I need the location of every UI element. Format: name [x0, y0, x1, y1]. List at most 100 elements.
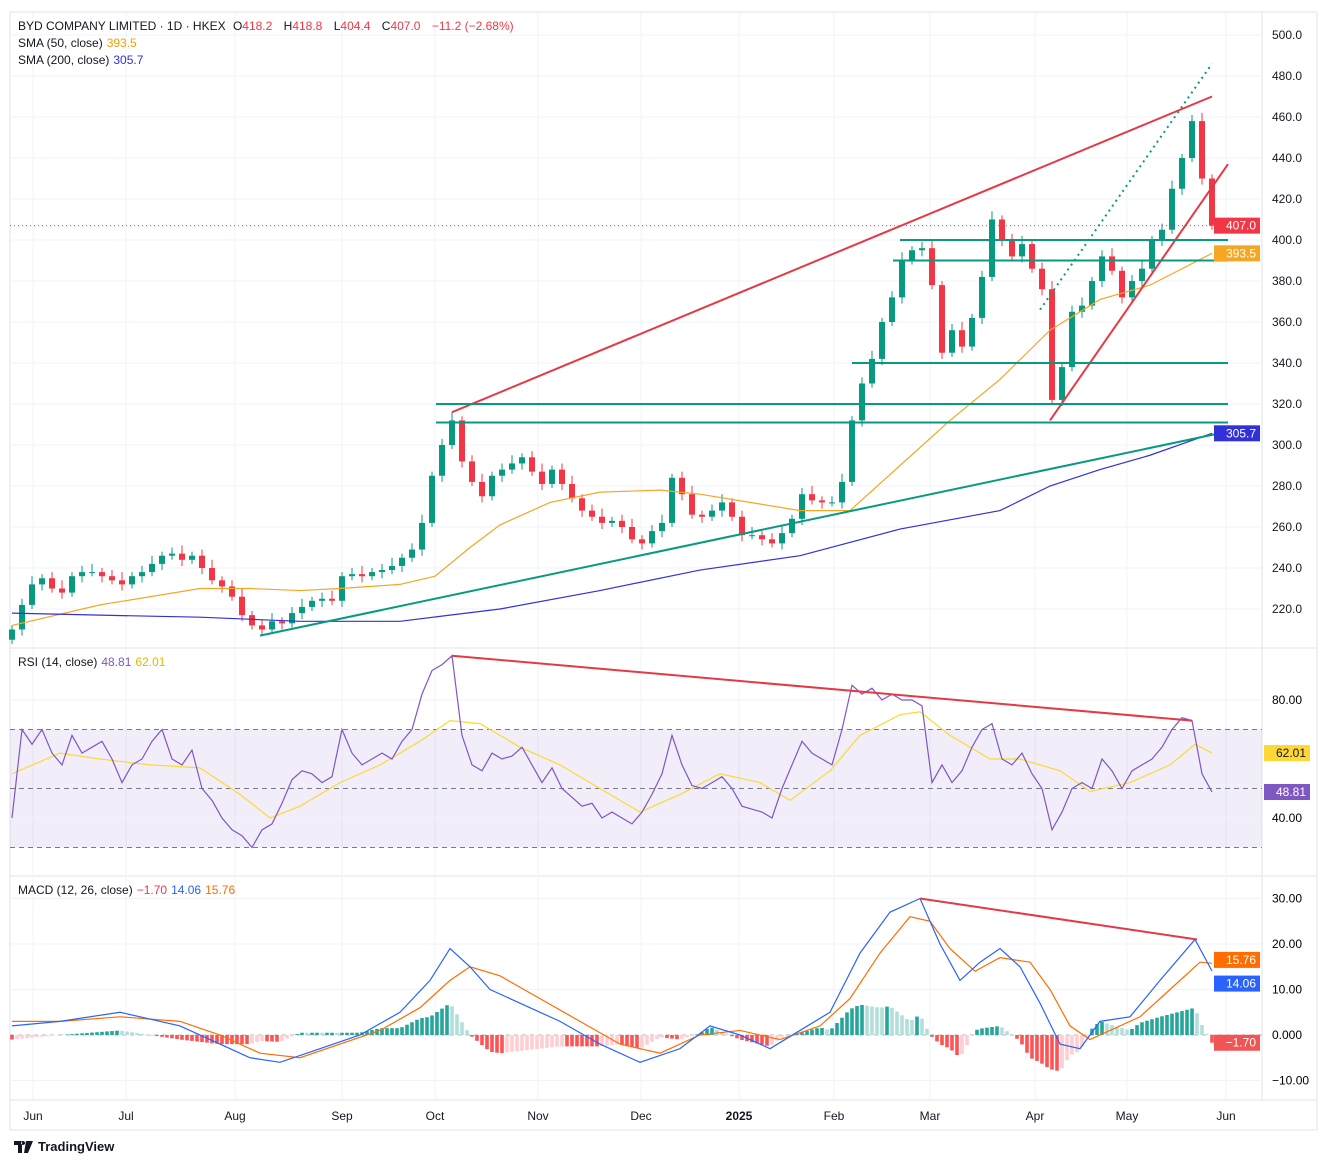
macd-histogram-bar	[1055, 1035, 1059, 1071]
macd-histogram-bar	[980, 1028, 984, 1035]
macd-histogram-bar	[935, 1035, 939, 1042]
macd-value-tag: 14.06	[1226, 977, 1256, 991]
sma50-legend[interactable]: SMA (50, close) 393.5	[18, 36, 141, 50]
macd-histogram-bar	[30, 1035, 34, 1038]
macd-histogram-bar	[930, 1035, 934, 1037]
candle-down	[809, 494, 815, 501]
macd-histogram-bar	[820, 1028, 824, 1035]
candle-up	[379, 570, 385, 573]
macd-histogram-bar	[355, 1032, 359, 1035]
rsi-legend[interactable]: RSI (14, close) 48.81 62.01	[18, 655, 169, 669]
x-tick-label: Jul	[118, 1109, 133, 1123]
candle-down	[639, 539, 645, 544]
macd-histogram-bar	[465, 1030, 469, 1035]
macd-histogram-bar	[910, 1019, 914, 1035]
macd-histogram-bar	[1125, 1029, 1129, 1035]
candle-down	[329, 598, 335, 601]
y-tick-label: 380.0	[1272, 274, 1302, 288]
macd-histogram-bar	[485, 1035, 489, 1050]
tradingview-logo[interactable]: TradingView	[14, 1139, 114, 1154]
macd-histogram-bar	[885, 1006, 889, 1035]
candle-up	[449, 420, 455, 445]
candle-up	[269, 621, 275, 630]
candle-up	[1079, 305, 1085, 312]
macd-value-tag-bg	[1214, 1034, 1260, 1051]
macd-histogram-bar	[1115, 1026, 1119, 1035]
macd-histogram-bar	[870, 1006, 874, 1035]
macd-histogram-bar	[230, 1035, 234, 1045]
candle-down	[999, 219, 1005, 240]
x-tick-label: Feb	[824, 1109, 845, 1123]
y-tick-label: 480.0	[1272, 69, 1302, 83]
candle-up	[139, 572, 145, 577]
candle-up	[419, 522, 425, 550]
macd-histogram-bar	[500, 1035, 504, 1053]
macd-histogram-bar	[450, 1006, 454, 1035]
candle-up	[79, 572, 85, 577]
macd-histogram-bar	[725, 1034, 729, 1035]
macd-histogram-bar	[595, 1035, 599, 1047]
y-tick-label: 500.0	[1272, 28, 1302, 42]
macd-histogram-bar	[200, 1035, 204, 1043]
macd-histogram-bar	[1135, 1025, 1139, 1035]
macd-histogram-bar	[510, 1035, 514, 1052]
x-tick-label: Sep	[331, 1109, 353, 1123]
macd-histogram-bar	[1205, 1033, 1209, 1035]
macd-histogram-bar	[655, 1035, 659, 1039]
candle-up	[369, 572, 375, 577]
candle-down	[1119, 270, 1125, 298]
y-tick-label: 220.0	[1272, 602, 1302, 616]
macd-histogram-bar	[865, 1005, 869, 1035]
macd-histogram-bar	[1145, 1020, 1149, 1035]
x-tick-label: Aug	[224, 1109, 245, 1123]
sma200-legend[interactable]: SMA (200, close) 305.7	[18, 53, 147, 67]
candle-down	[1049, 289, 1055, 400]
macd-histogram-bar	[1185, 1009, 1189, 1035]
macd-histogram-bar	[950, 1035, 954, 1051]
macd-histogram-bar	[1060, 1035, 1064, 1069]
price-tag: 305.7	[1226, 426, 1256, 440]
macd-legend[interactable]: MACD (12, 26, close) −1.70 14.06 15.76	[18, 883, 239, 897]
ohlc-high: H418.8	[284, 19, 327, 33]
macd-histogram-bar	[165, 1035, 169, 1038]
ohlc-close: C407.0	[382, 19, 425, 33]
macd-histogram-bar	[10, 1035, 14, 1040]
macd-histogram-bar	[50, 1035, 54, 1036]
macd-histogram-bar	[190, 1035, 194, 1041]
candle-up	[519, 457, 525, 464]
candle-up	[39, 578, 45, 585]
macd-y-tick-label: 30.00	[1272, 892, 1302, 906]
macd-histogram-bar	[695, 1034, 699, 1035]
candle-up	[1169, 188, 1175, 230]
macd-histogram-bar	[1085, 1035, 1089, 1037]
y-tick-label: 260.0	[1272, 520, 1302, 534]
macd-histogram-bar	[720, 1032, 724, 1035]
candle-down	[109, 576, 115, 581]
macd-histogram-bar	[330, 1032, 334, 1035]
macd-histogram-bar	[875, 1007, 879, 1035]
candle-down	[259, 625, 265, 630]
chart-frame	[9, 11, 1318, 1131]
macd-histogram-bar	[580, 1035, 584, 1047]
candle-down	[629, 527, 635, 540]
macd-histogram-bar	[1000, 1027, 1004, 1035]
candle-up	[129, 576, 135, 585]
candle-up	[1069, 311, 1075, 368]
macd-histogram-bar	[130, 1032, 134, 1035]
candle-up	[919, 248, 925, 251]
macd-histogram-bar	[665, 1035, 669, 1039]
macd-histogram-bar	[1155, 1017, 1159, 1035]
macd-histogram-bar	[280, 1035, 284, 1041]
candle-down	[99, 572, 105, 577]
close-label: C	[381, 19, 391, 33]
symbol-title: BYD COMPANY LIMITED · 1D · HKEX	[18, 19, 226, 33]
candle-up	[509, 463, 515, 470]
macd-histogram-bar	[525, 1035, 529, 1051]
macd-histogram-bar	[175, 1035, 179, 1040]
candle-up	[1099, 256, 1105, 281]
macd-histogram-bar	[755, 1035, 759, 1044]
macd-histogram-bar	[90, 1032, 94, 1035]
macd-histogram-bar	[1075, 1035, 1079, 1053]
rsi-value-tag-bg	[1264, 745, 1310, 762]
